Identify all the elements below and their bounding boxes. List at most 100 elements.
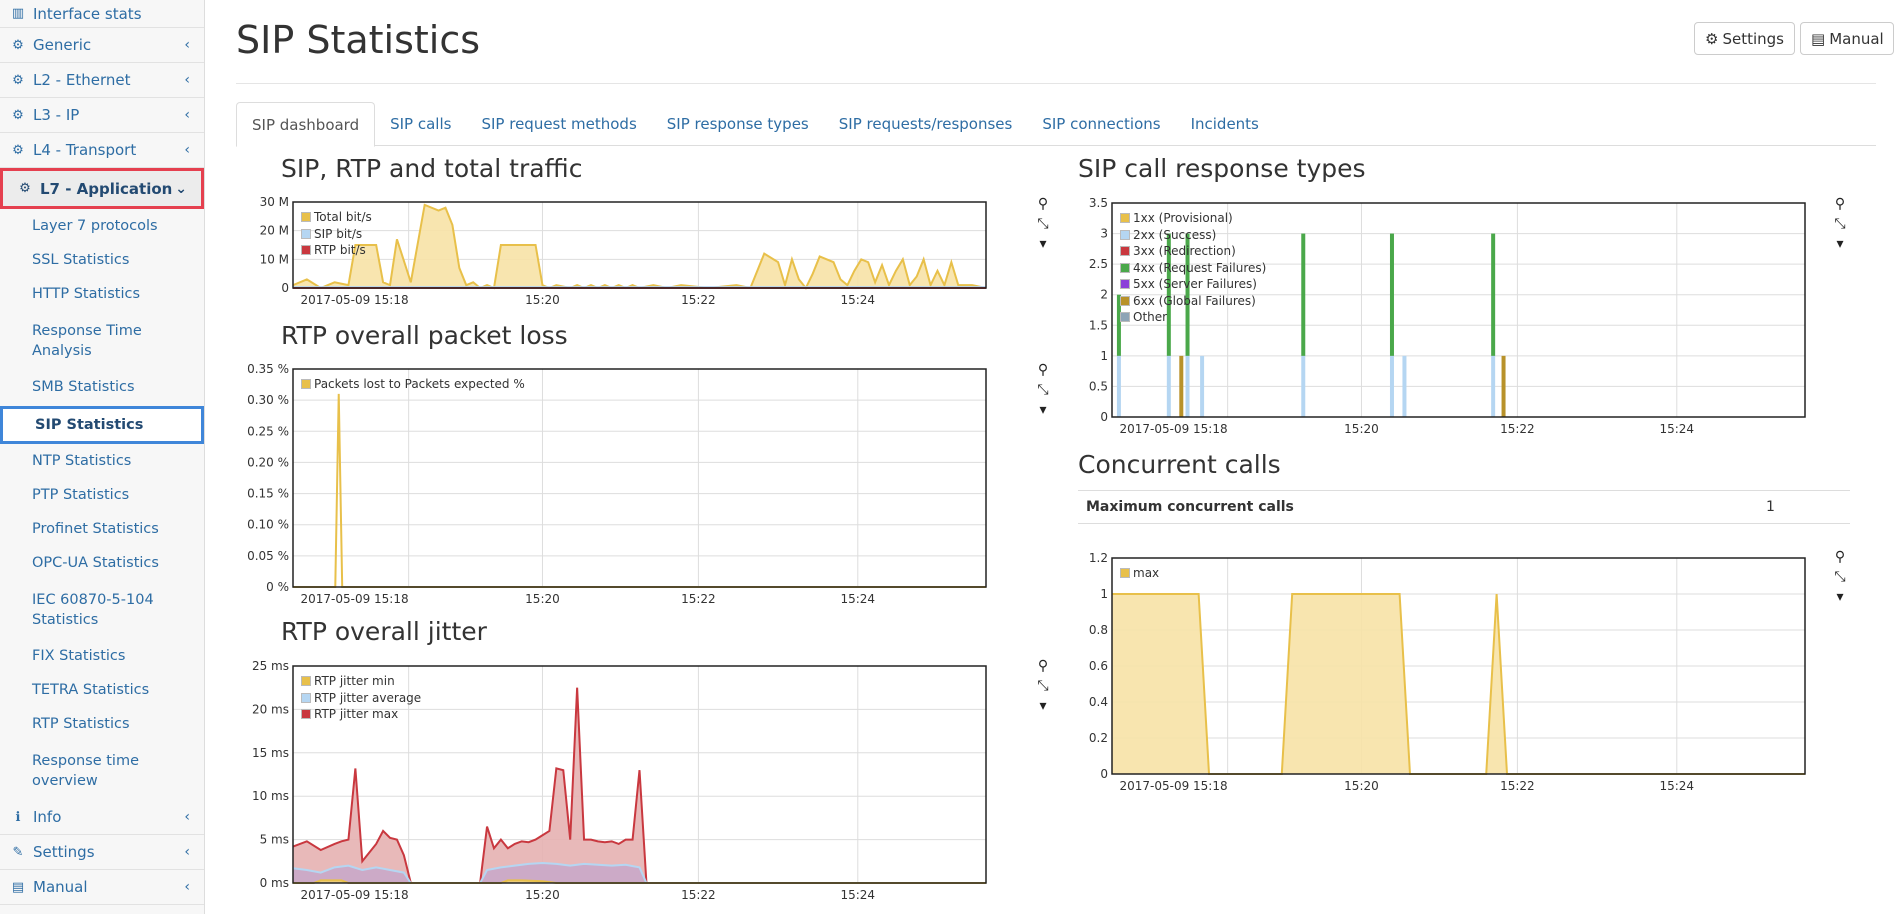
legend-swatch: [1120, 213, 1130, 224]
x-tick-label: 15:24: [1659, 779, 1694, 793]
sidebar-subitem-ssl-statistics[interactable]: SSL Statistics: [32, 252, 130, 268]
y-tick-label: 0 ms: [260, 876, 289, 890]
settings-button-label: Settings: [1722, 29, 1784, 48]
collapse-icon[interactable]: ⤡: [1834, 216, 1846, 232]
legend-swatch: [301, 245, 311, 256]
zoom-icon[interactable]: ⚲: [1037, 196, 1049, 212]
sidebar-subitem-sip-statistics[interactable]: SIP Statistics: [0, 406, 204, 444]
sidebar-subitem-opc-ua-statistics[interactable]: OPC-UA Statistics: [32, 555, 159, 571]
sidebar-subitem-response-time-analysis[interactable]: Response Time Analysis: [32, 322, 142, 359]
sidebar-subitem-smb-statistics[interactable]: SMB Statistics: [32, 379, 135, 395]
manual-button-label: Manual: [1829, 29, 1884, 48]
gear-icon: ⚙: [12, 107, 24, 123]
chevron-left-icon: ‹: [184, 809, 190, 825]
y-tick-label: 1.5: [1089, 318, 1108, 332]
zoom-icon[interactable]: ⚲: [1037, 658, 1049, 674]
zoom-icon[interactable]: ⚲: [1834, 549, 1846, 565]
zoom-icon[interactable]: ⚲: [1834, 196, 1846, 212]
bar-segment: [1389, 355, 1394, 417]
tab-sip-request-methods[interactable]: SIP request methods: [481, 115, 637, 133]
sidebar-item-about[interactable]: ⚙About: [0, 905, 204, 914]
sidebar-item-l7-application[interactable]: ⚙ L7 - Application ⌄: [0, 168, 204, 209]
sidebar-subitem-iec-60870-5-104-statistics[interactable]: IEC 60870-5-104 Statistics: [32, 591, 154, 628]
tab-sip-connections[interactable]: SIP connections: [1042, 115, 1161, 133]
bar-segment: [1179, 355, 1184, 417]
chevron-down-icon[interactable]: ▾: [1836, 236, 1844, 252]
concurrent-title: Concurrent calls: [1078, 450, 1281, 479]
bar-chart-icon: ▥: [11, 6, 25, 21]
sidebar-subitem-fix-statistics[interactable]: FIX Statistics: [32, 648, 126, 664]
jitter-chart: 0 ms 5 ms 10 ms 15 ms 20 ms 25 ms 2017-05-09 1…: [233, 659, 1043, 911]
legend-item: 2xx (Success): [1120, 227, 1266, 244]
y-tick-label: 0 %: [266, 580, 289, 594]
y-tick-label: 2.5: [1089, 257, 1108, 271]
legend-swatch: [301, 676, 311, 687]
x-tick-label: 15:20: [525, 888, 560, 902]
sidebar-subitem-response-time-overview[interactable]: Response time overview: [32, 752, 140, 789]
y-tick-label: 0: [1100, 767, 1108, 781]
legend-item: 4xx (Request Failures): [1120, 260, 1266, 277]
y-tick-label: 0.2: [1089, 731, 1108, 745]
chevron-down-icon[interactable]: ▾: [1836, 589, 1844, 605]
legend-item: RTP bit/s: [301, 242, 372, 259]
jitter-chart-title: RTP overall jitter: [281, 617, 487, 646]
sidebar-item-label: Manual: [33, 878, 88, 896]
sidebar-item-l2-ethernet[interactable]: ⚙ L2 - Ethernet ‹: [0, 63, 204, 98]
gear-icon: ⚙: [12, 72, 24, 88]
concurrent-calls-chart: 0 0.2 0.4 0.6 0.8 1 1.2 2017-05-09 15:18 15:20 15…: [1073, 551, 1833, 803]
sidebar-subitem-http-statistics[interactable]: HTTP Statistics: [32, 286, 140, 302]
manual-button[interactable]: ▤ Manual: [1800, 22, 1894, 55]
book-icon: ▤: [1811, 29, 1826, 48]
sidebar-subitem-layer-7-protocols[interactable]: Layer 7 protocols: [32, 218, 158, 234]
loss-chart-tools: ⚲ ⤡ ▾: [1035, 362, 1051, 422]
legend-item: RTP jitter max: [301, 706, 421, 723]
sidebar-item-manual[interactable]: ▤ Manual ‹: [0, 870, 204, 905]
legend-label: 1xx (Provisional): [1133, 211, 1233, 225]
x-tick-label: 2017-05-09 15:18: [300, 293, 408, 307]
tab-sip-requests-responses[interactable]: SIP requests/responses: [838, 115, 1013, 133]
y-tick-label: 2: [1100, 288, 1108, 302]
chevron-down-icon[interactable]: ▾: [1039, 402, 1047, 418]
sidebar-item-interface-stats[interactable]: ▥ Interface stats: [0, 0, 204, 28]
y-tick-label: 0.6: [1089, 659, 1108, 673]
chevron-down-icon[interactable]: ▾: [1039, 236, 1047, 252]
collapse-icon[interactable]: ⤡: [1037, 678, 1049, 694]
bar-segment: [1185, 233, 1190, 356]
bar-segment: [1185, 355, 1190, 417]
sidebar-item-settings[interactable]: ✎ Settings ‹: [0, 835, 204, 870]
chevron-down-icon[interactable]: ▾: [1039, 698, 1047, 714]
collapse-icon[interactable]: ⤡: [1037, 382, 1049, 398]
legend-label: RTP jitter average: [314, 690, 422, 705]
sidebar-subitem-ntp-statistics[interactable]: NTP Statistics: [32, 453, 132, 469]
chevron-down-icon: ⌄: [175, 180, 187, 197]
bar-segment: [1402, 355, 1407, 417]
tab-sip-calls[interactable]: SIP calls: [390, 115, 452, 133]
sidebar-item-l3-ip[interactable]: ⚙ L3 - IP ‹: [0, 98, 204, 133]
sidebar-subitem-tetra-statistics[interactable]: TETRA Statistics: [32, 682, 150, 698]
y-tick-label: 0.5: [1089, 379, 1108, 393]
zoom-icon[interactable]: ⚲: [1037, 362, 1049, 378]
y-tick-label: 20 M: [260, 224, 289, 238]
tab-incidents[interactable]: Incidents: [1190, 115, 1259, 133]
x-tick-label: 2017-05-09 15:18: [1119, 779, 1227, 793]
tab-sip-response-types[interactable]: SIP response types: [666, 115, 809, 133]
gear-icon: ⚙: [1705, 29, 1719, 48]
sidebar-subitem-profinet-statistics[interactable]: Profinet Statistics: [32, 521, 159, 537]
collapse-icon[interactable]: ⤡: [1037, 216, 1049, 232]
legend-label: Other: [1133, 310, 1168, 324]
sidebar-subitem-rtp-statistics[interactable]: RTP Statistics: [32, 716, 130, 732]
sidebar-item-info[interactable]: ℹ Info ‹: [0, 800, 204, 835]
collapse-icon[interactable]: ⤡: [1834, 569, 1846, 585]
sidebar-item-generic[interactable]: ⚙ Generic ‹: [0, 28, 204, 63]
x-tick-label: 15:20: [1344, 779, 1379, 793]
sidebar-subitem-ptp-statistics[interactable]: PTP Statistics: [32, 487, 130, 503]
book-icon: ▤: [11, 879, 25, 895]
tab-sip-dashboard[interactable]: SIP dashboard: [236, 102, 376, 147]
wrench-icon: ✎: [12, 844, 24, 860]
settings-button[interactable]: ⚙ Settings: [1694, 22, 1795, 55]
sidebar-item-l4-transport[interactable]: ⚙ L4 - Transport ‹: [0, 133, 204, 168]
legend-item: max: [1120, 565, 1159, 582]
legend-swatch: [301, 709, 311, 720]
y-tick-label: 3: [1100, 227, 1108, 241]
legend-swatch: [1120, 246, 1130, 257]
